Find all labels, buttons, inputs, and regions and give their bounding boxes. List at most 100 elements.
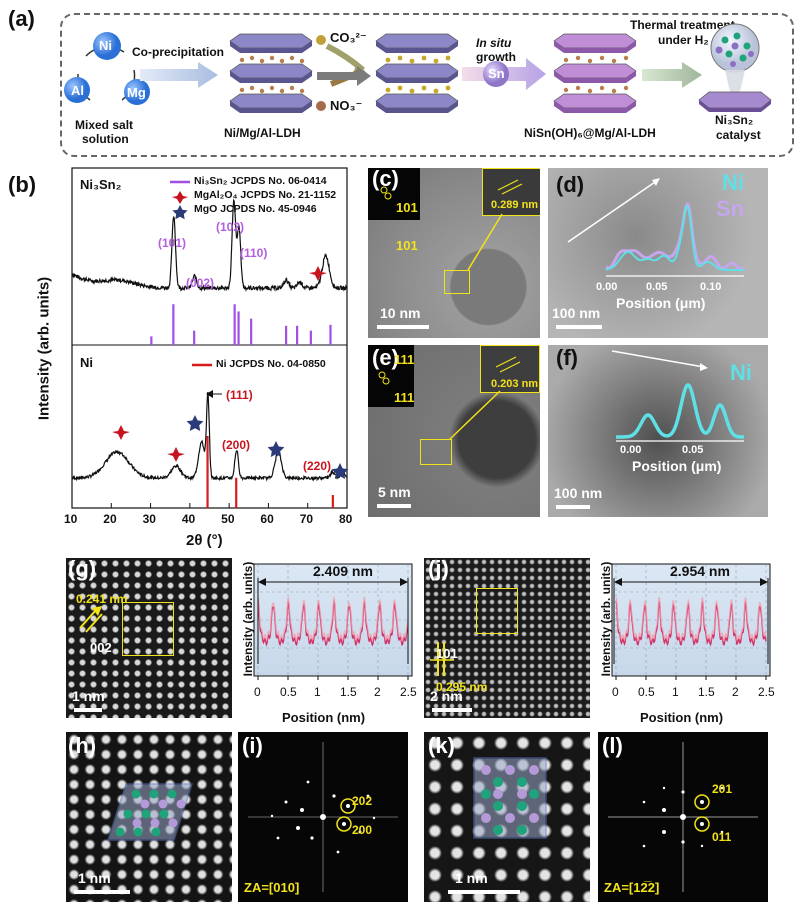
scalebar-e [377, 504, 411, 508]
profile-xtick-label: 2.5 [758, 685, 775, 699]
xrd-xtick-label: 10 [64, 512, 78, 526]
insitu-label-2: growth [476, 50, 516, 64]
fft-e-top: 111 [394, 352, 415, 367]
d-sn-label: Sn [716, 196, 745, 221]
salt-mg: Mg [127, 85, 146, 100]
catalyst-illustration [698, 23, 772, 112]
fft-i-spot-1: 202 [352, 794, 373, 808]
scalebar-g [74, 708, 102, 712]
peak-label-200: (200) [222, 438, 251, 452]
g-width-label: 2.409 nm [313, 563, 373, 579]
ion-no3: NO₃⁻ [330, 98, 363, 113]
legend-text-ni: Ni JCPDS No. 04-0850 [216, 358, 326, 370]
d-tick-1: 0.05 [646, 281, 668, 293]
scalebar-k [448, 890, 520, 894]
plane-g: 002 [90, 640, 112, 655]
xrd-frame [71, 167, 348, 509]
g-xlabel: Position (nm) [282, 710, 366, 725]
d-xlabel: Position (μm) [616, 295, 706, 311]
xrd-curve-ni3sn2 [71, 198, 348, 292]
panel-label-d: (d) [556, 172, 585, 197]
arrow-insitu [462, 58, 546, 90]
panel-label-f: (f) [556, 345, 578, 370]
f-ni-label: Ni [730, 360, 752, 385]
legend-sym-mgal2o4 [172, 191, 188, 204]
tem-overlay-c [380, 179, 523, 271]
xrd-xtick-label: 70 [299, 512, 314, 526]
dspacing-j: 0.295 nm [436, 680, 488, 694]
scale-d: 100 nm [552, 305, 601, 321]
scalebar-d [556, 325, 602, 329]
xrd-curve-ni [71, 391, 348, 482]
roi-box-c [444, 270, 470, 294]
j-width-label: 2.954 nm [670, 563, 730, 579]
linescan-d [567, 178, 745, 277]
fft-i-spot-2: 200 [352, 823, 373, 837]
xrd-top-label: Ni₃Sn₂ [80, 177, 122, 192]
scalebar-j [432, 708, 472, 712]
panel-label-e: (e) [372, 345, 399, 370]
d-tick-2: 0.10 [700, 281, 722, 293]
xrd-reference-lines [150, 304, 334, 508]
model-overlay-k [473, 757, 547, 839]
profile-xtick-label: 0 [254, 685, 261, 699]
roi-box-e [420, 439, 452, 465]
profile-xtick-label: 2 [732, 685, 739, 699]
scale-h: 1 nm [78, 870, 111, 886]
fft-inset-c [368, 168, 420, 220]
mgal2o4-marker-1 [112, 425, 130, 440]
scale-c: 10 nm [380, 305, 421, 321]
mg-ion-circle [124, 79, 150, 105]
dspacing-g: 0.241 nm [76, 592, 128, 606]
panel-label-h: (h) [68, 733, 97, 758]
linescan-ni [605, 204, 744, 271]
legend-text-mgo: MgO JCPDS No. 45-0946 [194, 203, 317, 215]
dspacing-e: 0.203 nm [491, 378, 539, 390]
xrd-xtick-label: 80 [339, 512, 353, 526]
legend-sym-mgo [172, 205, 188, 220]
coprecip-label: Co-precipitation [132, 45, 224, 59]
scale-f: 100 nm [554, 485, 603, 501]
xrd-xticks [71, 503, 348, 508]
tem-image-e [368, 345, 540, 517]
al-ion-circle [64, 77, 90, 103]
profile-xtick-label: 2.5 [400, 685, 417, 699]
peak-label-110: (110) [240, 246, 268, 260]
dspacing-c: 0.289 nm [491, 199, 539, 211]
profile-xtick-label: 1 [672, 685, 679, 699]
peak-label-101: (101) [158, 236, 187, 250]
mgo-marker-3 [331, 463, 349, 479]
panel-label-c: (c) [372, 166, 399, 191]
scalebar-h [74, 890, 130, 894]
panel-label-a: (a) [8, 6, 35, 31]
arrow-thermal [642, 62, 702, 88]
xrd-chart [71, 167, 349, 509]
ni-ion-circle [93, 32, 121, 60]
xrd-xtick-label: 40 [181, 512, 196, 526]
mixed-salt-cycle [64, 32, 150, 105]
fft-pattern-i [248, 742, 398, 892]
insitu-label-1: In situ [476, 36, 512, 50]
profile-xtick-label: 2 [374, 685, 381, 699]
profile-xtick-label: 1 [314, 685, 321, 699]
scalebar-c [377, 325, 429, 329]
fft-pattern-l [608, 742, 758, 892]
arrow-coprecip [140, 62, 218, 88]
hrtem-inset-e [480, 345, 540, 393]
panel-label-k: (k) [428, 733, 455, 758]
panel-label-b: (b) [8, 172, 37, 197]
peak-label-002: (002) [186, 276, 215, 290]
xrd-ylabel: Intensity (arb. units) [35, 276, 53, 421]
scalebar-f [556, 505, 590, 509]
roi-box-g [122, 602, 174, 656]
scheme-frame [60, 13, 794, 157]
xrd-xtick-label: 30 [142, 512, 156, 526]
linescan-f [611, 350, 744, 442]
legend-text-mgal2o4: MgAl₂O₄ JCPDS No. 21-1152 [194, 189, 337, 201]
profile-xtick-label: 1.5 [698, 685, 715, 699]
ldh-stack-2 [375, 33, 459, 114]
thermal-label-2: under H₂ [658, 33, 709, 47]
fft-l-za: ZA=[12̅2] [604, 880, 660, 895]
d-tick-0: 0.00 [596, 281, 618, 293]
stem-image-g [66, 558, 232, 718]
